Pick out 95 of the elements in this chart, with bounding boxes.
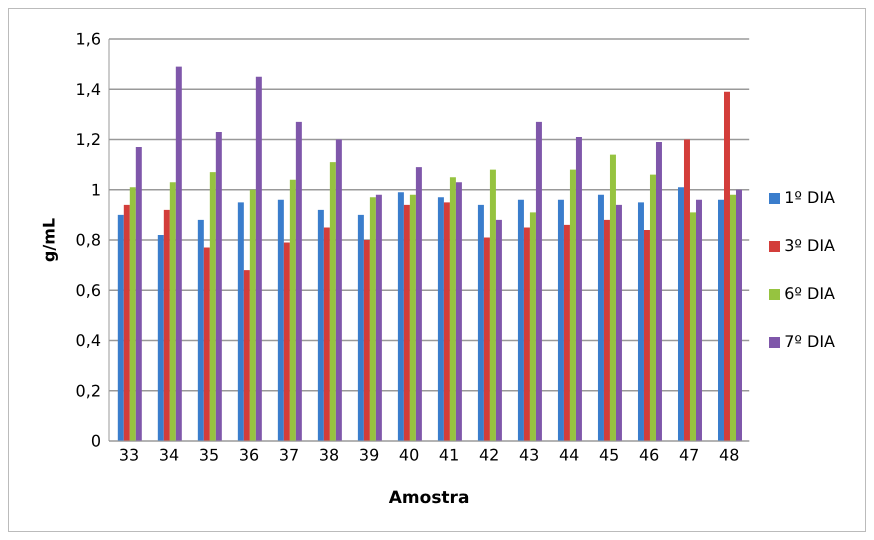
bar: [176, 66, 182, 441]
bar: [678, 187, 684, 441]
x-tick-label: 41: [438, 445, 460, 464]
bar: [616, 204, 622, 441]
bar: [690, 212, 696, 441]
bar: [570, 170, 576, 441]
bar: [416, 167, 422, 441]
x-tick-label: 45: [598, 445, 620, 464]
x-tick-label: 40: [398, 445, 420, 464]
x-tick-label: 44: [558, 445, 580, 464]
y-tick-label: 0,6: [76, 280, 101, 300]
bar: [490, 170, 496, 441]
bar: [118, 214, 124, 441]
x-tick-label: 35: [198, 445, 220, 464]
bar: [336, 140, 342, 441]
bar: [198, 220, 204, 441]
x-tick-label: 39: [358, 445, 380, 464]
bar: [398, 192, 404, 441]
x-tick-label: 34: [158, 445, 180, 464]
bar: [330, 162, 336, 441]
legend-label: 7º DIA: [784, 332, 835, 351]
bar: [610, 154, 616, 441]
bar: [170, 182, 176, 441]
x-tick-label: 36: [238, 445, 260, 464]
x-tick-label: 33: [118, 445, 140, 464]
x-tick-label: 43: [518, 445, 540, 464]
x-tick-label: 46: [638, 445, 660, 464]
bar: [124, 204, 130, 441]
bar: [524, 227, 530, 441]
bar: [730, 194, 736, 441]
y-axis-title: g/mL: [40, 218, 59, 262]
x-tick-label: 42: [478, 445, 500, 464]
bar: [496, 220, 502, 441]
bar: [638, 202, 644, 441]
bar: [696, 200, 702, 441]
bar: [130, 187, 136, 441]
bar: [650, 174, 656, 441]
x-tick-label: 37: [278, 445, 300, 464]
bar: [518, 200, 524, 441]
bar: [644, 230, 650, 441]
bar: [256, 76, 262, 441]
bar: [296, 122, 302, 441]
bar: [438, 197, 444, 441]
legend-label: 3º DIA: [784, 236, 835, 255]
bar: [536, 122, 542, 441]
bar: [444, 202, 450, 441]
x-tick-label: 47: [679, 445, 700, 464]
bar: [604, 220, 610, 441]
bar: [736, 190, 742, 441]
y-tick-label: 1: [90, 180, 101, 200]
bar: [564, 224, 570, 441]
y-tick-label: 0: [90, 432, 101, 451]
bar: [358, 214, 364, 441]
bar: [576, 136, 582, 441]
bar: [318, 210, 324, 441]
bar: [244, 270, 250, 441]
bar: [324, 227, 330, 441]
bar: [724, 92, 730, 441]
bar: [478, 204, 484, 441]
y-tick-label: 1,2: [76, 130, 101, 150]
y-tick-label: 0,2: [76, 381, 101, 400]
y-tick-label: 0,8: [76, 230, 101, 250]
bar: [718, 200, 724, 441]
x-tick-label: 48: [719, 445, 740, 464]
x-tick-label: 38: [318, 445, 340, 464]
bar: [284, 242, 290, 441]
bar: [558, 200, 564, 441]
bar: [136, 147, 142, 441]
bar: [250, 190, 256, 441]
bar: [238, 202, 244, 441]
bar: [410, 194, 416, 441]
bar: [278, 200, 284, 441]
bar: [484, 237, 490, 441]
x-axis-title: Amostra: [388, 488, 470, 508]
legend-label: 6º DIA: [784, 284, 835, 303]
legend-label: 1º DIA: [784, 188, 835, 207]
bar: [530, 212, 536, 441]
y-tick-label: 1,6: [76, 30, 101, 49]
bar: [158, 234, 164, 441]
y-tick-label: 1,4: [76, 80, 101, 99]
bar: [216, 132, 222, 441]
bar: [684, 140, 690, 441]
bar: [210, 172, 216, 441]
y-tick-label: 0,4: [76, 331, 101, 350]
bar: [364, 240, 370, 441]
bar: [456, 182, 462, 441]
bar: [404, 204, 410, 441]
bar: [290, 180, 296, 441]
bar: [450, 177, 456, 441]
bar: [164, 210, 170, 441]
bar: [656, 142, 662, 441]
bar: [204, 248, 210, 441]
bar: [370, 197, 376, 441]
bar: [376, 194, 382, 441]
bar: [598, 194, 604, 441]
